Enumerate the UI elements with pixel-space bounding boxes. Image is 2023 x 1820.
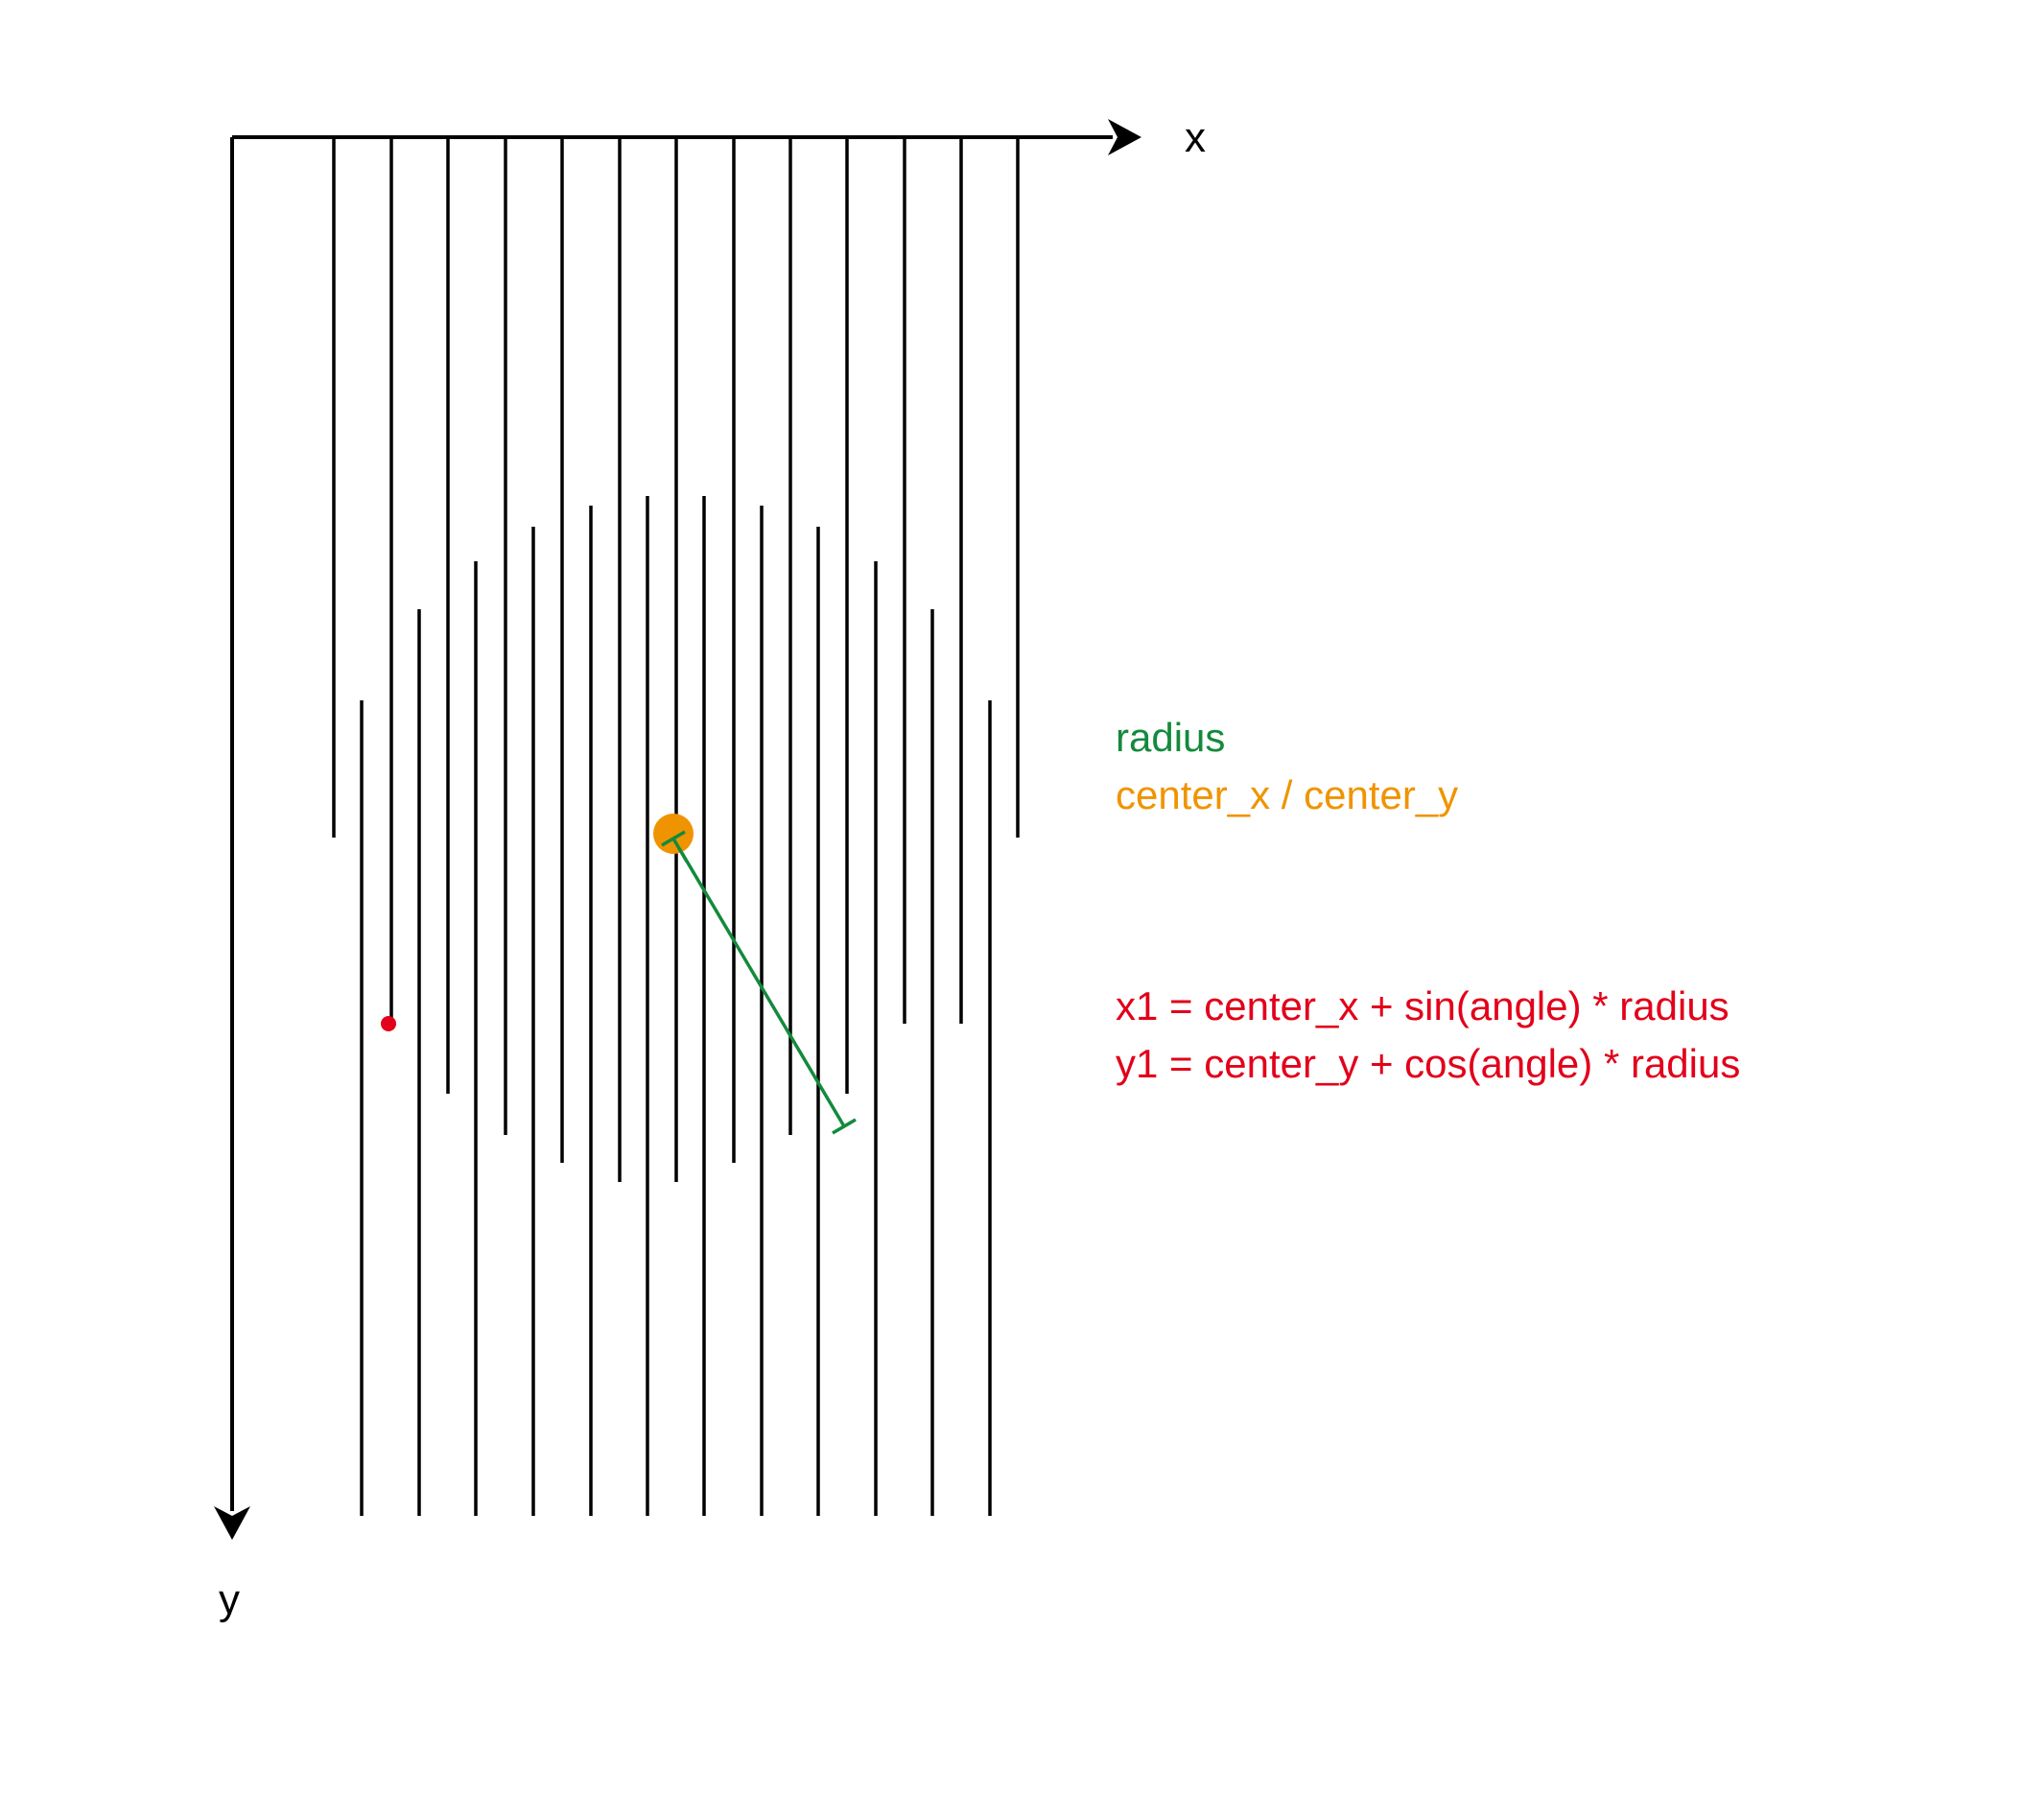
x-axis-arrowhead — [1108, 119, 1141, 155]
center-point — [653, 814, 694, 854]
radius-legend-label: radius — [1116, 715, 1225, 760]
x-axis-label: x — [1185, 114, 1206, 161]
center-legend-label: center_x / center_y — [1116, 772, 1458, 817]
radius-line — [671, 838, 846, 1127]
vertical-line-field — [332, 137, 1020, 1516]
radius-end-cap — [832, 1118, 857, 1135]
radius-indicator — [661, 830, 857, 1135]
formula-x1: x1 = center_x + sin(angle) * radius — [1116, 983, 1729, 1028]
y-axis-arrowhead — [214, 1506, 250, 1540]
radius-line-overlay — [671, 838, 689, 863]
computed-point — [381, 1016, 396, 1031]
formula-y1: y1 = center_y + cos(angle) * radius — [1116, 1041, 1740, 1086]
y-axis-label: y — [219, 1576, 240, 1623]
axes — [214, 119, 1141, 1540]
